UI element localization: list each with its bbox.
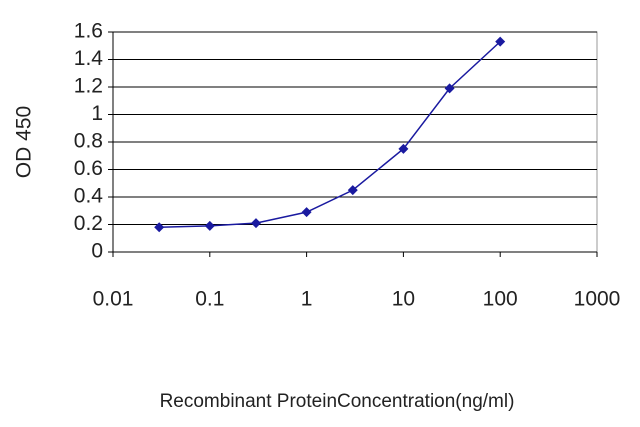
x-axis-title: Recombinant ProteinConcentration(ng/ml) [160, 391, 515, 412]
x-tick-label: 0.1 [195, 288, 224, 311]
y-axis-title: OD 450 [13, 106, 36, 178]
x-tick-label: 100 [483, 288, 518, 311]
y-tick-label: 0.8 [74, 130, 103, 153]
series-line [159, 41, 501, 228]
data-point [347, 185, 358, 196]
data-point [495, 36, 506, 47]
data-point [398, 143, 409, 154]
x-tick-label: 1 [301, 288, 313, 311]
x-tick-label: 10 [392, 288, 415, 311]
y-tick-label: 1.6 [74, 20, 103, 43]
y-tick-label: 0.6 [74, 157, 103, 180]
x-tick-label: 1000 [574, 288, 621, 311]
data-point [301, 207, 312, 218]
data-point [250, 218, 261, 229]
y-tick-label: 0.4 [74, 185, 104, 208]
y-tick-label: 0.2 [74, 212, 103, 235]
y-tick-label: 1.4 [74, 47, 104, 70]
y-tick-label: 0 [91, 240, 103, 263]
y-tick-label: 1.2 [74, 75, 103, 98]
y-tick-label: 1 [91, 102, 103, 125]
x-tick-label: 0.01 [93, 288, 134, 311]
data-point [154, 222, 165, 233]
data-point [204, 220, 215, 231]
data-point [444, 83, 455, 94]
